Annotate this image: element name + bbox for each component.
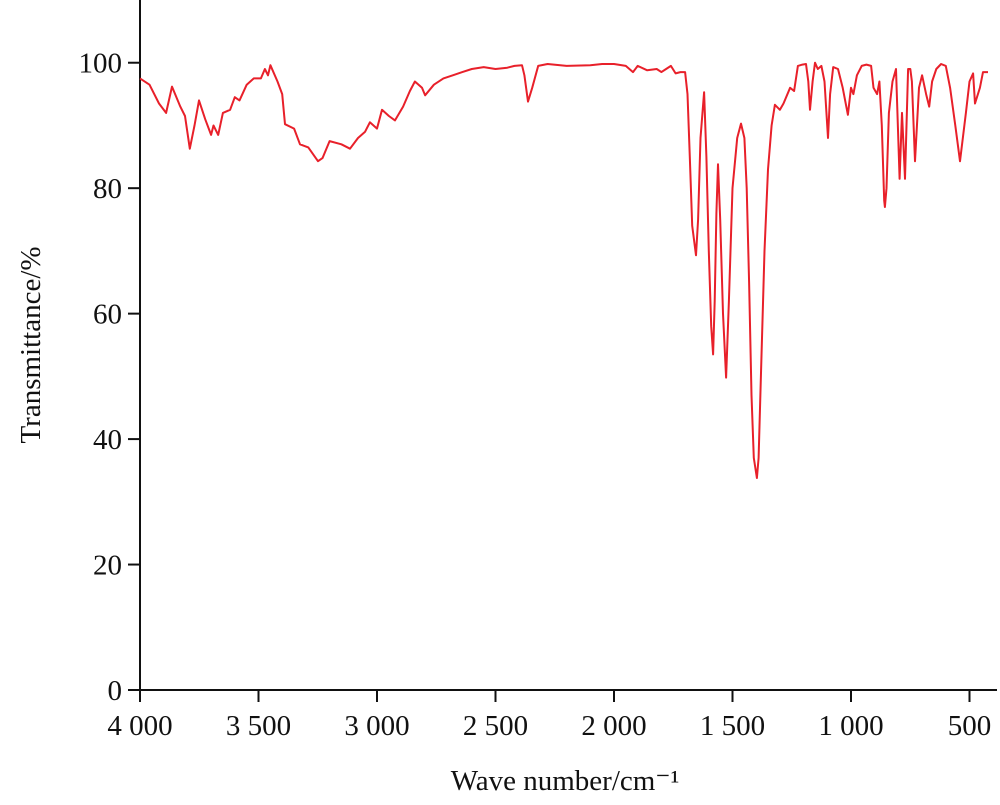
y-tick-label: 80: [93, 173, 122, 205]
x-tick-label: 500: [948, 710, 992, 742]
y-tick-label: 100: [79, 48, 123, 80]
x-tick-label: 4 000: [107, 710, 172, 742]
y-tick-label: 0: [108, 675, 123, 707]
x-tick-label: 1 500: [700, 710, 765, 742]
y-tick-label: 60: [93, 299, 122, 331]
x-tick-label: 3 000: [344, 710, 409, 742]
x-axis-label: Wave number/cm⁻¹: [451, 765, 680, 797]
x-tick-label: 1 000: [818, 710, 883, 742]
x-tick-label: 3 500: [226, 710, 291, 742]
x-tick-label: 2 000: [581, 710, 646, 742]
spectrum-line: [139, 61, 988, 479]
y-axis-label: Transmittance/%: [15, 246, 47, 443]
x-tick-label: 2 500: [463, 710, 528, 742]
y-tick-label: 20: [93, 550, 122, 582]
y-tick-label: 40: [93, 424, 122, 456]
